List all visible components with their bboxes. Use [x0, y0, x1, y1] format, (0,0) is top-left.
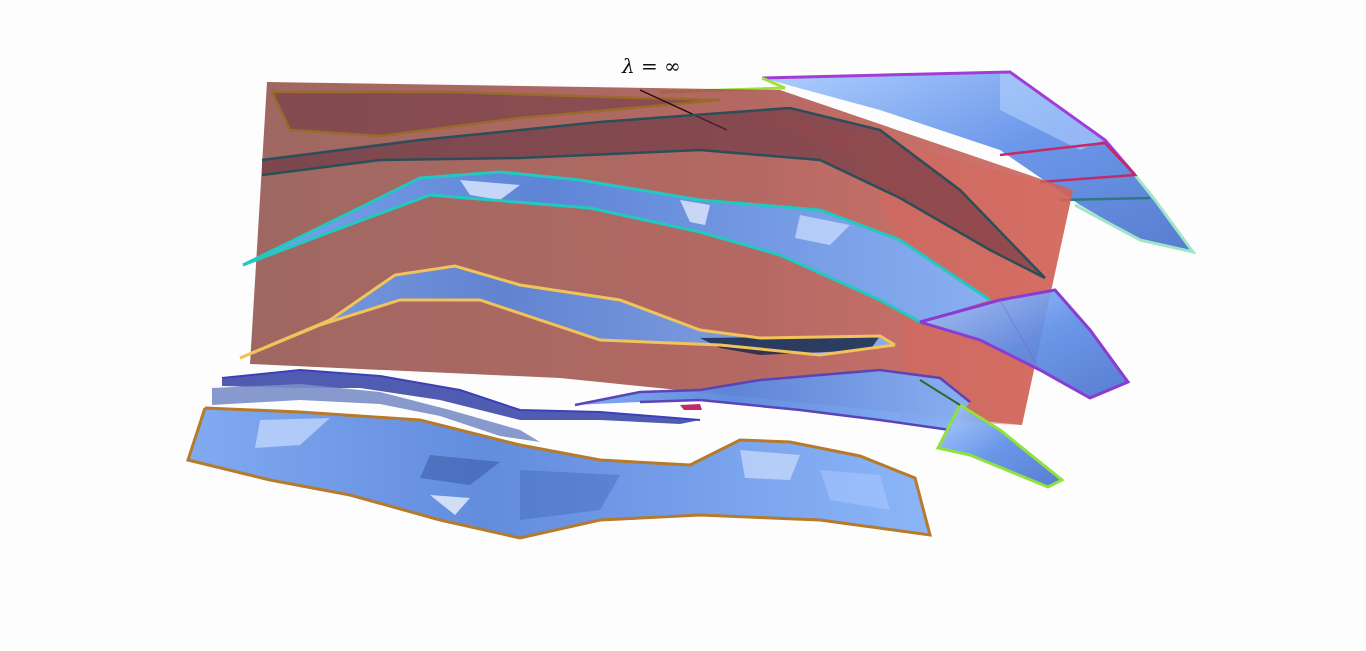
dark-band: [261, 106, 1046, 280]
mid-strips: [212, 368, 971, 442]
lambda-annotation: λ = ∞: [622, 54, 681, 78]
yellow-band: [239, 264, 896, 360]
upper-right-wing: [659, 70, 1197, 255]
green-piece: [919, 379, 1065, 489]
bottom-surface: [186, 406, 933, 540]
cyan-band: [242, 170, 991, 324]
purple-band: [919, 288, 1131, 400]
